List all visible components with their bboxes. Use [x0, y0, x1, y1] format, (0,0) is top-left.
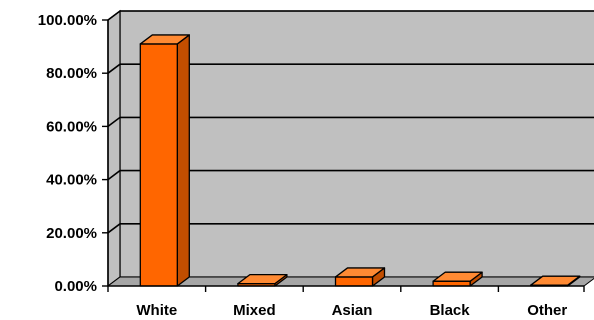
- y-tick-label: 60.00%: [46, 118, 97, 135]
- y-tick-label: 0.00%: [54, 278, 97, 295]
- bar-top: [432, 271, 483, 282]
- bar-top: [139, 34, 190, 45]
- x-axis: White Mixed Asian Black Other: [107, 285, 585, 319]
- gridlines: [107, 10, 594, 234]
- y-tick-label: 100.00%: [38, 12, 97, 29]
- bar-top: [334, 267, 386, 278]
- bar-side: [176, 34, 190, 287]
- side-wall: [107, 9, 121, 288]
- gridline: [107, 10, 594, 21]
- bar-asian: [334, 267, 386, 287]
- x-tick-label: Asian: [332, 302, 373, 319]
- y-axis: 0.00% 20.00% 40.00% 60.00% 80.00% 100.00%: [38, 12, 109, 295]
- bar-top: [237, 273, 288, 285]
- gridline: [107, 169, 594, 181]
- back-wall: [119, 10, 594, 278]
- y-tick-label: 40.00%: [46, 172, 97, 189]
- y-tick-label: 80.00%: [46, 65, 97, 82]
- gridline: [107, 223, 594, 234]
- x-tick-label: Other: [527, 302, 567, 319]
- y-tick-label: 20.00%: [46, 225, 97, 242]
- bar-white: [139, 34, 190, 287]
- x-tick-label: Mixed: [233, 302, 276, 319]
- bar-front: [334, 276, 374, 287]
- x-tick-label: White: [136, 302, 177, 319]
- gridline: [107, 63, 594, 74]
- bars: [139, 34, 581, 287]
- gridline: [107, 116, 594, 128]
- bar-front: [139, 43, 178, 287]
- x-tick-label: Black: [430, 302, 471, 319]
